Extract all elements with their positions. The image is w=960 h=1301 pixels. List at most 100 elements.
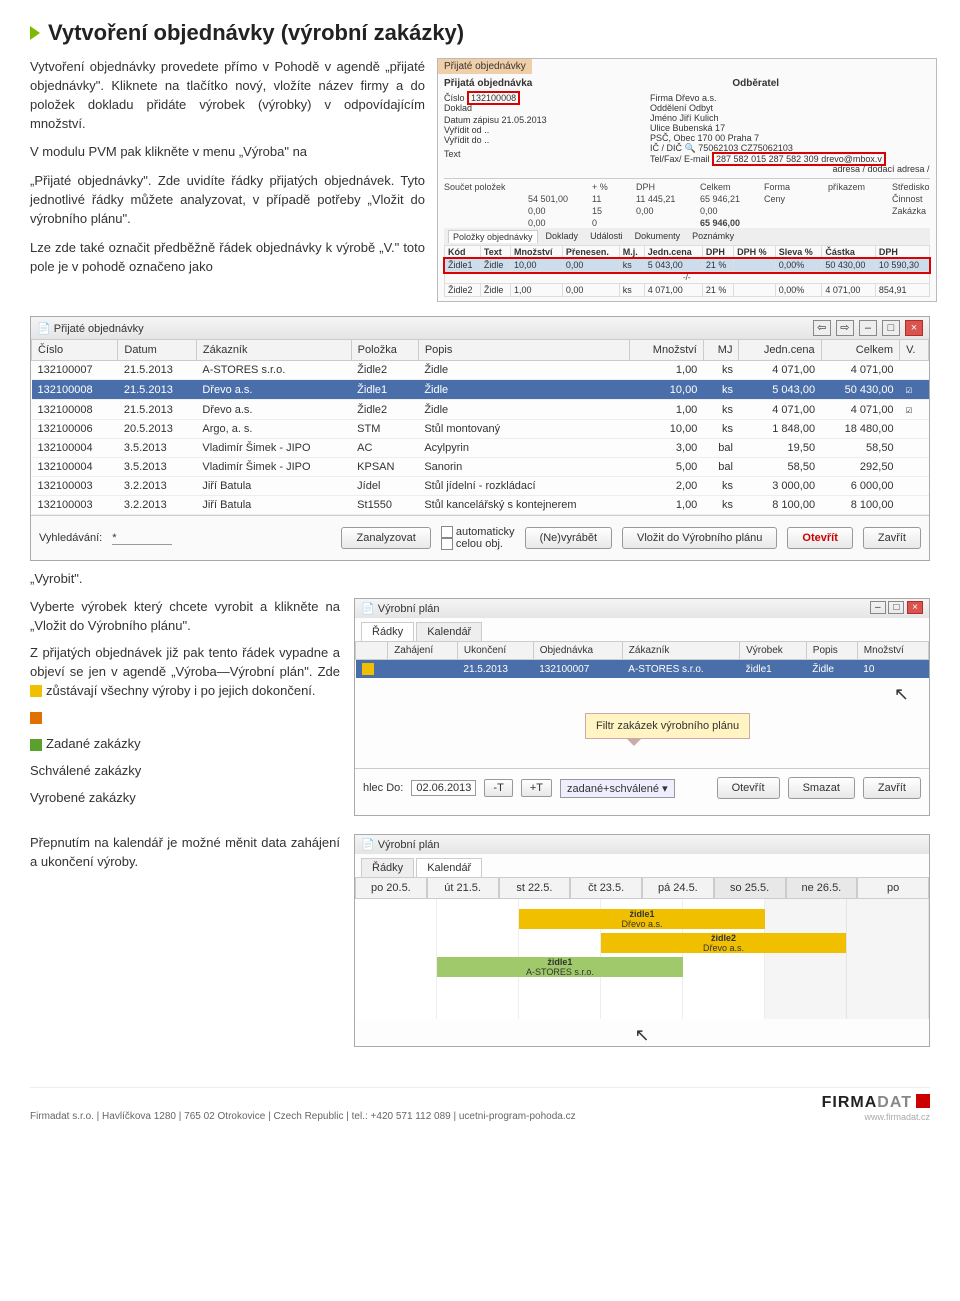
table-row[interactable]: 1321000043.5.2013Vladimír Šimek - JIPOAC… [32,439,929,458]
plan-min-icon[interactable]: – [870,601,886,614]
cursor-icon: ↖ [894,684,909,705]
cal-title: Výrobní plán [378,839,440,851]
items-tabs: Položky objednávky Doklady Události Doku… [444,228,930,245]
table-row[interactable]: 13210000821.5.2013Dřevo a.s.Židle2Židle1… [32,400,929,420]
cal-day: po [857,877,929,899]
cal-day: pá 24.5. [642,877,714,899]
orders-col[interactable]: Zákazník [196,340,351,361]
lbl-vyridit-do: Vyřídit do [444,135,482,145]
plan-max-icon[interactable]: □ [888,601,904,614]
win-max-icon[interactable]: □ [882,320,900,336]
plan-col[interactable]: Množství [857,642,928,660]
val-oddeleni: Odbyt [689,103,713,113]
weekend-shade [765,899,929,1019]
win-nav-left-icon[interactable]: ⇦ [813,320,831,336]
footer-logo: FIRMADAT [822,1094,930,1111]
lbl-oddeleni: Oddělení [650,103,687,113]
tab-polozky[interactable]: Položky objednávky [448,230,538,243]
lbl-tel: Tel/Fax/ E-mail [650,154,710,164]
marker-green-icon [30,739,42,751]
form-section-order: Přijatá objednávka [444,78,532,89]
cal-bar[interactable]: židle1A-STORES s.r.o. [437,957,683,977]
plan-close-icon[interactable]: × [907,601,923,614]
win-close-icon[interactable]: × [905,320,923,336]
lbl-cislo: Číslo [444,93,465,103]
cal-bar[interactable]: židle1Dřevo a.s. [519,909,765,929]
logo-square-icon [916,1094,930,1108]
title-triangle-icon [30,26,40,40]
table-row[interactable]: 1321000033.2.2013Jiří BatulaJídelStůl jí… [32,477,929,496]
filter-select[interactable]: zadané+schválené ▾ [560,779,675,798]
win-nav-right-icon[interactable]: ⇨ [836,320,854,336]
cal-p: Přepnutím na kalendář je možné měnit dat… [30,834,340,872]
date-to-input[interactable]: 02.06.2013 [411,780,476,796]
orders-col[interactable]: V. [900,340,929,361]
marker-yellow-icon [30,685,42,697]
chk-celou[interactable] [441,538,453,550]
tab-radky[interactable]: Řádky [361,622,414,641]
plan-col[interactable]: Zákazník [622,642,739,660]
search-input[interactable]: * [112,532,172,545]
plan-row-marker-icon [362,663,374,675]
table-row[interactable]: 13210000721.5.2013A-STORES s.r.o.Židle2Ž… [32,361,929,380]
plan-otevrit-button[interactable]: Otevřít [717,777,780,799]
lbl-ulice: Ulice [650,123,670,133]
plan-col[interactable] [356,642,388,660]
lbl-search: Vyhledávání: [39,532,102,544]
val-ulice: Bubenská 17 [673,123,726,133]
orders-col[interactable]: Množství [630,340,703,361]
orders-window: 📄 Přijaté objednávky ⇦ ⇨ – □ × ČísloDatu… [30,316,930,561]
plan-col[interactable]: Výrobek [740,642,807,660]
cal-tab-kalendar[interactable]: Kalendář [416,858,482,877]
table-row[interactable]: 13210000821.5.2013Dřevo a.s.Židle1Židle1… [32,380,929,400]
plan-smazat-button[interactable]: Smazat [788,777,855,799]
txt-vyrobene: Vyrobené zakázky [30,789,340,808]
plan-zavrit-button[interactable]: Zavřít [863,777,921,799]
analyze-button[interactable]: Zanalyzovat [341,527,430,549]
minus-week-button[interactable]: -T [484,779,512,797]
orders-col[interactable]: Popis [418,340,630,361]
orders-col[interactable]: Číslo [32,340,118,361]
val-firma: Dřevo a.s. [676,93,717,103]
plan-col[interactable]: Zahájení [388,642,458,660]
orders-col[interactable]: Položka [351,340,418,361]
val-psc: 170 00 Praha 7 [698,133,760,143]
filter-callout: Filtr zakázek výrobního plánu [585,713,750,739]
lbl-jmeno: Jméno [650,113,677,123]
orders-col[interactable]: Celkem [821,340,899,361]
lbl-ico: IČ / DIČ [650,143,682,153]
tab-dokumenty[interactable]: Dokumenty [631,230,685,243]
orders-col[interactable]: Datum [118,340,196,361]
cursor-icon-2: ↖ [355,1025,929,1046]
tab-kalendar[interactable]: Kalendář [416,622,482,641]
footer-url: www.firmadat.cz [822,1112,930,1122]
win-min-icon[interactable]: – [859,320,877,336]
plus-week-button[interactable]: +T [521,779,552,797]
chk-auto[interactable] [441,526,453,538]
orders-win-title: Přijaté objednávky [54,323,144,335]
plan-row[interactable]: 21.5.2013 132100007 A-STORES s.r.o. židl… [356,660,929,679]
cal-day: st 22.5. [499,877,571,899]
vlozit-plan-button[interactable]: Vložit do Výrobního plánu [622,527,777,549]
tab-udalosti[interactable]: Události [586,230,627,243]
tab-doklady[interactable]: Doklady [542,230,583,243]
plan-col[interactable]: Objednávka [533,642,622,660]
zavrit-button[interactable]: Zavřít [863,527,921,549]
page-footer: Firmadat s.r.o. | Havlíčkova 1280 | 765 … [30,1087,930,1122]
cal-tab-radky[interactable]: Řádky [361,858,414,877]
item-row-1[interactable]: Židle1Židle10,000,00ks5 043,0021 %0,00%5… [445,259,930,272]
plan-col[interactable]: Popis [806,642,857,660]
table-row[interactable]: 1321000033.2.2013Jiří BatulaSt1550Stůl k… [32,496,929,515]
otevrit-button[interactable]: Otevřít [787,527,852,549]
tab-poznamky[interactable]: Poznámky [688,230,738,243]
nevyrabet-button[interactable]: (Ne)vyrábět [525,527,612,549]
orders-col[interactable]: Jedn.cena [739,340,821,361]
intro-p1: Vytvoření objednávky provedete přímo v P… [30,58,425,133]
item-row-2[interactable]: Židle2Židle1,000,00ks4 071,0021 %0,00%4 … [445,284,930,297]
plan-title: Výrobní plán [378,603,440,615]
cal-bar[interactable]: židle2Dřevo a.s. [601,933,847,953]
table-row[interactable]: 1321000043.5.2013Vladimír Šimek - JIPOKP… [32,458,929,477]
table-row[interactable]: 13210000620.5.2013Argo, a. s.STMStůl mon… [32,420,929,439]
orders-col[interactable]: MJ [703,340,739,361]
plan-col[interactable]: Ukončení [457,642,533,660]
